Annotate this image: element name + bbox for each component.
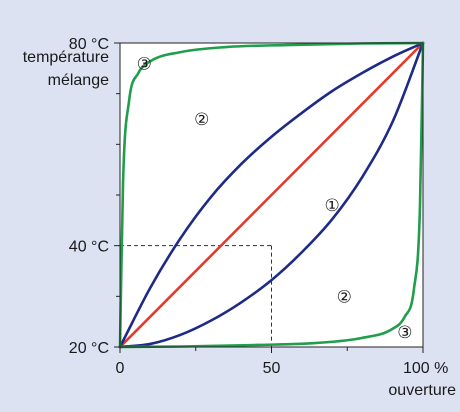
x-tick-label: 100 % bbox=[403, 360, 448, 377]
curve-label: ② bbox=[337, 287, 352, 306]
series-line-3 bbox=[118, 41, 425, 349]
x-axis-title: ouverture bbox=[388, 382, 456, 399]
y-tick-label: 40 °C bbox=[69, 239, 109, 256]
reference-lines bbox=[120, 245, 272, 347]
series-line-5 bbox=[118, 41, 425, 349]
y-axis-title-line: mélange bbox=[48, 72, 109, 89]
axes: 20 °C 40 °C 80 °C 0 50 100 % température mélang… bbox=[23, 36, 456, 399]
curve-label: ③ bbox=[137, 54, 152, 73]
x-tick-label: 0 bbox=[116, 360, 125, 377]
curve-labels: ① ② ② ③ ③ bbox=[137, 54, 413, 342]
curve-label: ③ bbox=[397, 323, 412, 342]
y-axis-title-line: température bbox=[23, 49, 109, 66]
y-tick-label: 80 °C bbox=[69, 36, 109, 53]
curve-label: ② bbox=[194, 110, 209, 129]
x-tick-label: 50 bbox=[263, 360, 281, 377]
series-line-1 bbox=[118, 41, 425, 349]
series-line-4 bbox=[118, 41, 425, 349]
series-line-2 bbox=[118, 41, 425, 349]
curve-label: ① bbox=[324, 196, 339, 215]
y-tick-label: 20 °C bbox=[69, 340, 109, 357]
series-layer bbox=[118, 41, 425, 349]
